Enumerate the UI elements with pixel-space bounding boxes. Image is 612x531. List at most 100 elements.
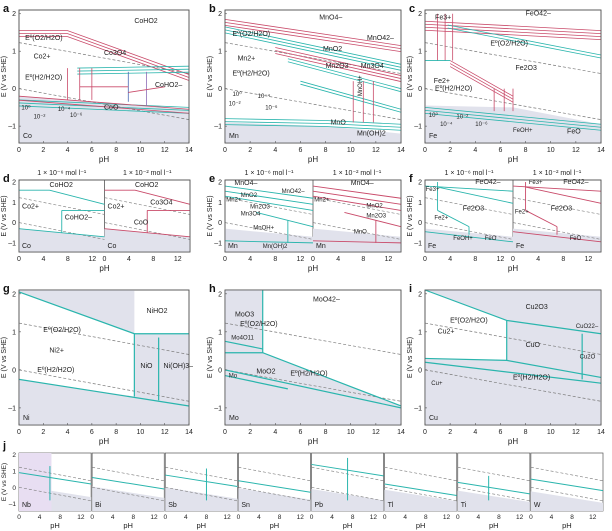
region-label: CoO <box>134 220 149 227</box>
water-label: Eº(O2/H2O) <box>490 41 528 48</box>
boundary-line <box>77 65 190 69</box>
plot-frame-outline <box>424 179 602 253</box>
region-label: Co2+ <box>108 203 125 210</box>
boundary-line <box>19 189 105 205</box>
x-tick-label: 0 <box>90 514 94 521</box>
y-tick-label: 1 <box>12 49 16 56</box>
region-label: MoO2 <box>256 369 275 376</box>
element-label: Co <box>22 243 31 250</box>
immunity-region <box>165 487 238 511</box>
region-label: Co3O4 <box>150 199 172 206</box>
boundary-line <box>77 71 190 75</box>
boundary-line <box>77 68 190 72</box>
element-label: Ni <box>23 415 30 422</box>
boundary-line <box>275 47 402 76</box>
x-tick-label: 0 <box>423 147 427 154</box>
y-tick-label: 1 <box>418 49 422 56</box>
region-label: CoHO2– <box>65 215 92 222</box>
x-tick-label: 4 <box>336 256 340 263</box>
concentration-note: 10⁰ <box>233 91 243 98</box>
x-tick-label: 8 <box>473 256 477 263</box>
region-label: MnO <box>331 119 347 126</box>
x-tick-label: 0 <box>223 256 227 263</box>
y-tick-label: 2 <box>218 180 222 187</box>
region-label: Ni2+ <box>49 348 64 355</box>
y-axis-label: E (V vs SHE) <box>207 337 214 378</box>
region-label: MnO4– <box>234 180 257 187</box>
boundary-line <box>424 23 602 35</box>
boundary-line <box>238 480 311 493</box>
x-tick-label: 4 <box>38 514 42 521</box>
water-label: Eº(H2/H2O) <box>435 86 472 93</box>
panel-e: 1 × 10⁻⁶ mol l⁻¹ 1 × 10⁻² mol l⁻¹0 4 8 12Mn0… <box>207 170 402 273</box>
region-label: MnO2 <box>241 193 258 199</box>
boundary-line <box>312 240 402 244</box>
y-tick-label: 0 <box>418 220 422 227</box>
region-label: Fe3+ <box>426 187 440 193</box>
x-tick-label: 2 <box>248 429 252 436</box>
water-label: Eº(O2/H2O) <box>450 317 488 324</box>
x-tick-label: 12 <box>161 429 169 436</box>
boundary-line <box>18 472 92 485</box>
y-tick-label: 2 <box>418 291 422 298</box>
region-label: CoHO2– <box>155 82 182 89</box>
x-tick-label: 10 <box>547 429 555 436</box>
water-o2-line <box>18 197 105 215</box>
y-tick-label: 2 <box>218 291 222 298</box>
x-axis-label: pH <box>508 155 518 164</box>
element-label: Co <box>108 243 117 250</box>
region-label: Co3O4 <box>104 50 126 57</box>
x-tick-label: 4 <box>477 514 481 521</box>
boundary-line <box>18 378 190 407</box>
boundary-line <box>424 113 602 131</box>
x-axis-label: pH <box>50 521 60 530</box>
water-o2-line <box>18 466 92 482</box>
element-label: Ti <box>461 502 467 509</box>
x-tick-label: 8 <box>524 429 528 436</box>
x-tick-label: 12 <box>572 147 580 154</box>
y-tick-label: 0 <box>12 86 16 93</box>
passive-region <box>19 453 52 511</box>
x-tick-label: 8 <box>132 514 136 521</box>
panel-letter: d <box>3 173 10 185</box>
boundary-line <box>287 61 402 93</box>
boundary-line <box>275 50 402 79</box>
panel-a: CoHO2 Co2+ Co3O4 CoO CoHO2– Eº(O2/H2O) Eº(H2/H… <box>1 3 193 164</box>
water-h2-line <box>384 487 457 502</box>
passive-region <box>506 320 601 378</box>
y-axis-label: E (V vs SHE) <box>1 463 8 501</box>
y-tick-label: 1 <box>12 200 16 207</box>
x-tick-label: 8 <box>66 256 70 263</box>
boundary-line <box>512 231 602 243</box>
y-tick-label: 0 <box>12 220 16 227</box>
region-label: Cu2O <box>580 354 596 360</box>
x-axis-label: pH <box>308 437 318 446</box>
water-o2-line <box>457 466 530 482</box>
region-label: MnOH+ <box>253 226 274 232</box>
region-label: Fe2+ <box>515 209 529 215</box>
boundary-line <box>224 121 402 128</box>
region-label: Fe3+ <box>529 180 543 186</box>
boundary-line <box>224 374 288 390</box>
element-label: Fe <box>428 243 436 250</box>
region-label: Fe2O3 <box>516 65 538 72</box>
y-axis-label: E (V vs SHE) <box>407 337 414 378</box>
x-tick-label: 12 <box>372 147 380 154</box>
element-label: Fe <box>516 243 524 250</box>
y-axis-label: E (V vs SHE) <box>407 195 414 236</box>
plot-frame-outline <box>18 9 190 144</box>
x-tick-label: 4 <box>448 256 452 263</box>
water-label: Eº(H2/H2O) <box>25 74 62 81</box>
water-label: Eº(H2/H2O) <box>513 374 550 381</box>
element-label: Pb <box>315 502 324 509</box>
water-h2-line <box>104 222 191 240</box>
x-tick-label: 14 <box>597 147 605 154</box>
x-tick-label: 10 <box>347 429 355 436</box>
element-label: Mo <box>229 415 239 422</box>
mini-panel-w: W0 4 8 12 pH <box>529 452 604 530</box>
boundary-line <box>287 58 402 90</box>
x-tick-label: 14 <box>597 429 605 436</box>
